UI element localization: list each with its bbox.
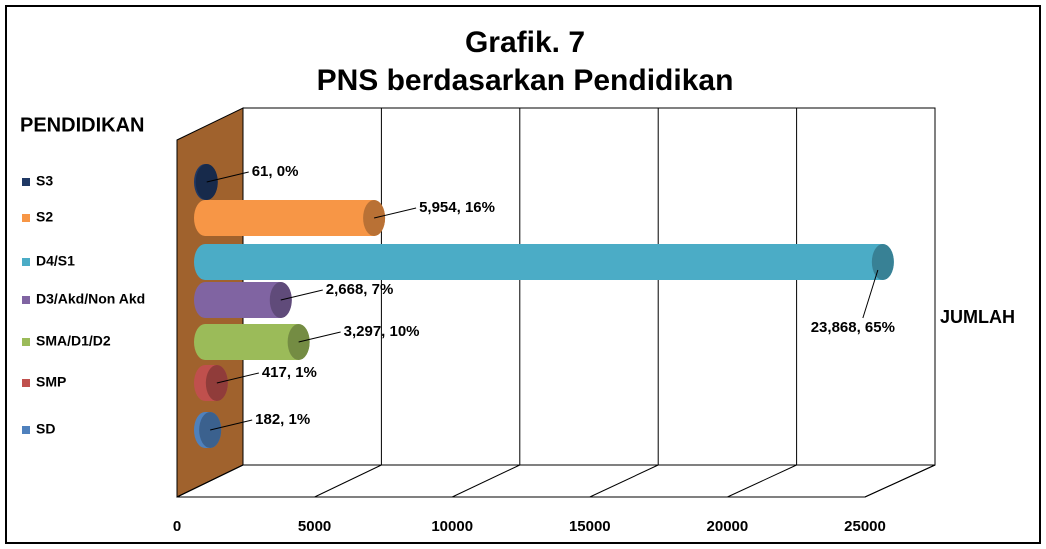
leader-line [862,269,879,319]
bar-body [194,200,386,237]
legend-swatch [22,258,30,266]
leader-line [206,171,249,183]
x-tick-label: 15000 [569,518,611,535]
legend-swatch [22,379,30,387]
legend-label: D3/Akd/Non Akd [36,291,145,307]
legend-swatch [22,178,30,186]
x-tick-label: 20000 [707,518,749,535]
legend-label: D4/S1 [36,253,75,269]
chart-subtitle: PNS berdasarkan Pendidikan [317,64,734,97]
floor-grid-line [314,464,382,498]
bar [194,244,894,280]
floor-grid-line [451,464,521,498]
legend-label: SMA/D1/D2 [36,333,111,349]
chart-title: Grafik. 7 [465,26,585,59]
legend-title: PENDIDIKAN [20,114,144,136]
legend-label: SMP [36,374,66,390]
leader-line [216,372,259,384]
legend-label: S3 [36,173,53,189]
x-tick-label: 5000 [298,518,331,535]
x-tick-label: 10000 [431,518,473,535]
floor-grid-line [727,464,797,498]
leader-line [298,331,341,343]
bar [194,164,218,200]
bar-body [194,282,292,318]
x-tick-label: 25000 [844,518,886,535]
data-label: 182, 1% [255,411,310,428]
data-label: 3,297, 10% [344,323,420,340]
floor [176,464,936,498]
leader-line [210,419,253,431]
leader-line [280,289,323,301]
floor-grid-line [864,464,936,498]
legend-swatch [22,214,30,222]
legend-swatch [22,296,30,304]
legend-label: S2 [36,209,53,225]
bar-cap [871,244,894,280]
floor-grid-line [176,464,244,498]
data-label: 5,954, 16% [419,199,495,216]
x-tick-label: 0 [173,518,181,535]
floor-grid-line [589,464,659,498]
bar-body [194,324,310,360]
legend-label: SD [36,421,55,437]
bar [194,200,386,237]
axis-label: JUMLAH [940,307,1015,327]
data-label: 23,868, 65% [811,319,895,336]
bar [194,324,310,360]
bar [194,365,228,401]
legend-swatch [22,426,30,434]
bar [194,282,292,318]
data-label: 2,668, 7% [326,281,394,298]
data-label: 417, 1% [262,364,317,381]
data-label: 61, 0% [252,163,299,180]
leader-line [373,207,417,219]
legend-swatch [22,338,30,346]
bar-body [194,244,894,280]
bar [194,412,222,448]
